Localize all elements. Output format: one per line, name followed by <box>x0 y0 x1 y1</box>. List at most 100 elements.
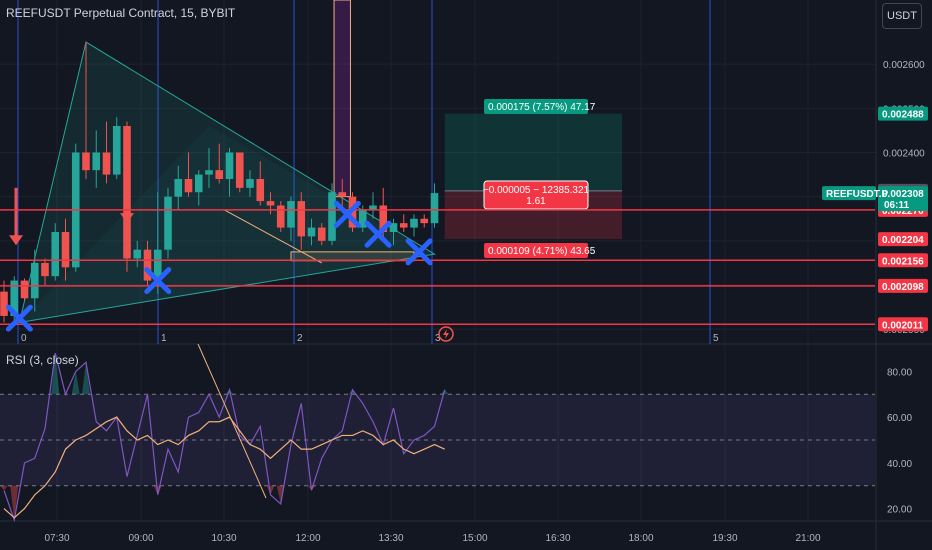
candle-body[interactable] <box>317 227 326 241</box>
candle-body[interactable] <box>153 249 162 281</box>
candle-body[interactable] <box>164 196 172 250</box>
x-marker <box>333 200 361 228</box>
guide-line <box>224 209 322 264</box>
candle-body[interactable] <box>20 280 29 299</box>
candle-body[interactable] <box>61 232 70 268</box>
x-marker-stroke <box>364 220 392 248</box>
horizontal-levels[interactable] <box>0 209 875 326</box>
candle-body[interactable] <box>215 170 224 179</box>
price-tag: 0.002308 <box>882 189 924 200</box>
candle-body[interactable] <box>235 152 244 188</box>
x-marker <box>144 267 172 295</box>
candle-body[interactable] <box>92 152 101 171</box>
candle-body[interactable] <box>287 201 295 228</box>
pnl-line2: 1.61 <box>526 196 546 207</box>
candle-body[interactable] <box>369 205 377 210</box>
target-zone <box>444 113 623 191</box>
time-axis[interactable]: 07:30 09:00 10:30 12:00 13:30 15:00 16:30 18:00… <box>44 533 820 544</box>
target-label-box <box>484 99 588 114</box>
x-marker-stroke <box>405 238 433 266</box>
candle-body[interactable] <box>194 174 203 193</box>
candle-body[interactable] <box>399 223 408 228</box>
x-marker <box>405 238 433 266</box>
time-tick-label: 10:30 <box>211 533 236 544</box>
session-label: 0 <box>21 333 27 344</box>
time-tick-label: 12:00 <box>295 533 320 544</box>
candle-body[interactable] <box>143 249 152 281</box>
candle-body[interactable] <box>246 179 254 188</box>
candle-body[interactable] <box>389 223 398 232</box>
session-label: 2 <box>297 333 303 344</box>
candle-body[interactable] <box>266 201 275 206</box>
level-price-tag-box <box>878 278 928 293</box>
rsi-title: RSI (3, close) <box>6 353 79 367</box>
x-marker-stroke <box>5 304 33 332</box>
rsi-pane[interactable]: 80.00 60.00 40.00 20.00 <box>0 343 912 523</box>
vertical-rectangle <box>333 0 351 198</box>
candle-body[interactable] <box>123 126 131 259</box>
price-tag-box <box>878 186 928 201</box>
lightning-icon-glyph <box>443 329 449 339</box>
time-tick-label: 09:00 <box>128 533 153 544</box>
time-tick-label: 13:30 <box>378 533 403 544</box>
candle-body[interactable] <box>307 227 316 237</box>
session-label: 3 <box>435 333 441 344</box>
candle-body[interactable] <box>112 126 121 175</box>
rsi-tick-label: 60.00 <box>887 413 912 424</box>
candle-body[interactable] <box>410 218 418 228</box>
symbol-tag-box <box>822 186 876 201</box>
candle-body[interactable] <box>51 232 60 277</box>
x-marker <box>5 304 33 332</box>
triangle-inner <box>19 126 435 323</box>
x-markers <box>5 200 454 342</box>
triangle-pattern <box>18 41 436 324</box>
candle-body[interactable] <box>358 209 367 228</box>
time-tick-label: 18:00 <box>628 533 653 544</box>
rsi-tick-label: 20.00 <box>887 505 912 516</box>
level-price-tag: 0.002011 <box>882 320 924 331</box>
candle-body[interactable] <box>174 179 183 197</box>
level-price-tag-box <box>878 253 928 268</box>
candle-body[interactable] <box>297 201 306 237</box>
candle-body[interactable] <box>430 193 439 224</box>
rsi-tick-label: 80.00 <box>887 367 912 378</box>
candle-body[interactable] <box>10 280 19 316</box>
candle-body[interactable] <box>256 179 265 202</box>
candle-body[interactable] <box>328 192 336 241</box>
time-tick-label: 07:30 <box>44 533 69 544</box>
price-tick-label: 0.002400 <box>883 149 925 160</box>
target-label: 0.000175 (7.57%) 47.17 <box>488 102 596 113</box>
rsi-tick-label: 40.00 <box>887 459 912 470</box>
candle-body[interactable] <box>420 218 429 224</box>
candle-body[interactable] <box>338 192 347 197</box>
currency-button[interactable]: USDT <box>882 3 922 29</box>
price-tag: 0.002204 <box>882 235 924 246</box>
session-label: 1 <box>161 333 167 344</box>
down-arrow-head <box>9 235 23 246</box>
candle-body[interactable] <box>379 205 388 233</box>
session-separators: 0 1 2 3 5 <box>17 0 719 344</box>
time-tick-label: 15:00 <box>462 533 487 544</box>
candle-body[interactable] <box>41 262 49 277</box>
candle-body[interactable] <box>205 170 213 175</box>
candle-body[interactable] <box>0 291 8 316</box>
rsi-ma-line[interactable] <box>3 416 445 519</box>
candle-body[interactable] <box>82 152 90 171</box>
candle-body[interactable] <box>184 179 193 193</box>
candle-body[interactable] <box>102 152 111 175</box>
symbol-tag: REEFUSDT.P <box>826 189 889 200</box>
time-tick-label: 16:30 <box>545 533 570 544</box>
level-price-tag: 0.002156 <box>882 256 924 267</box>
candle-body[interactable] <box>30 262 39 299</box>
countdown: 06:11 <box>884 200 909 211</box>
countdown-box <box>878 199 928 212</box>
price-tag-box <box>878 232 928 247</box>
price-tags: 0.002270 0.002156 0.002098 0.002011 0.002488… <box>822 106 928 332</box>
candle-body[interactable] <box>225 152 234 180</box>
candle-body[interactable] <box>133 249 142 259</box>
level-price-tag-box <box>878 317 928 332</box>
position-tool[interactable]: 0.000175 (7.57%) 47.17 0.000109 (4.71%) 4… <box>444 99 623 258</box>
time-tick-label: 21:00 <box>795 533 820 544</box>
candle-body[interactable] <box>276 205 285 228</box>
